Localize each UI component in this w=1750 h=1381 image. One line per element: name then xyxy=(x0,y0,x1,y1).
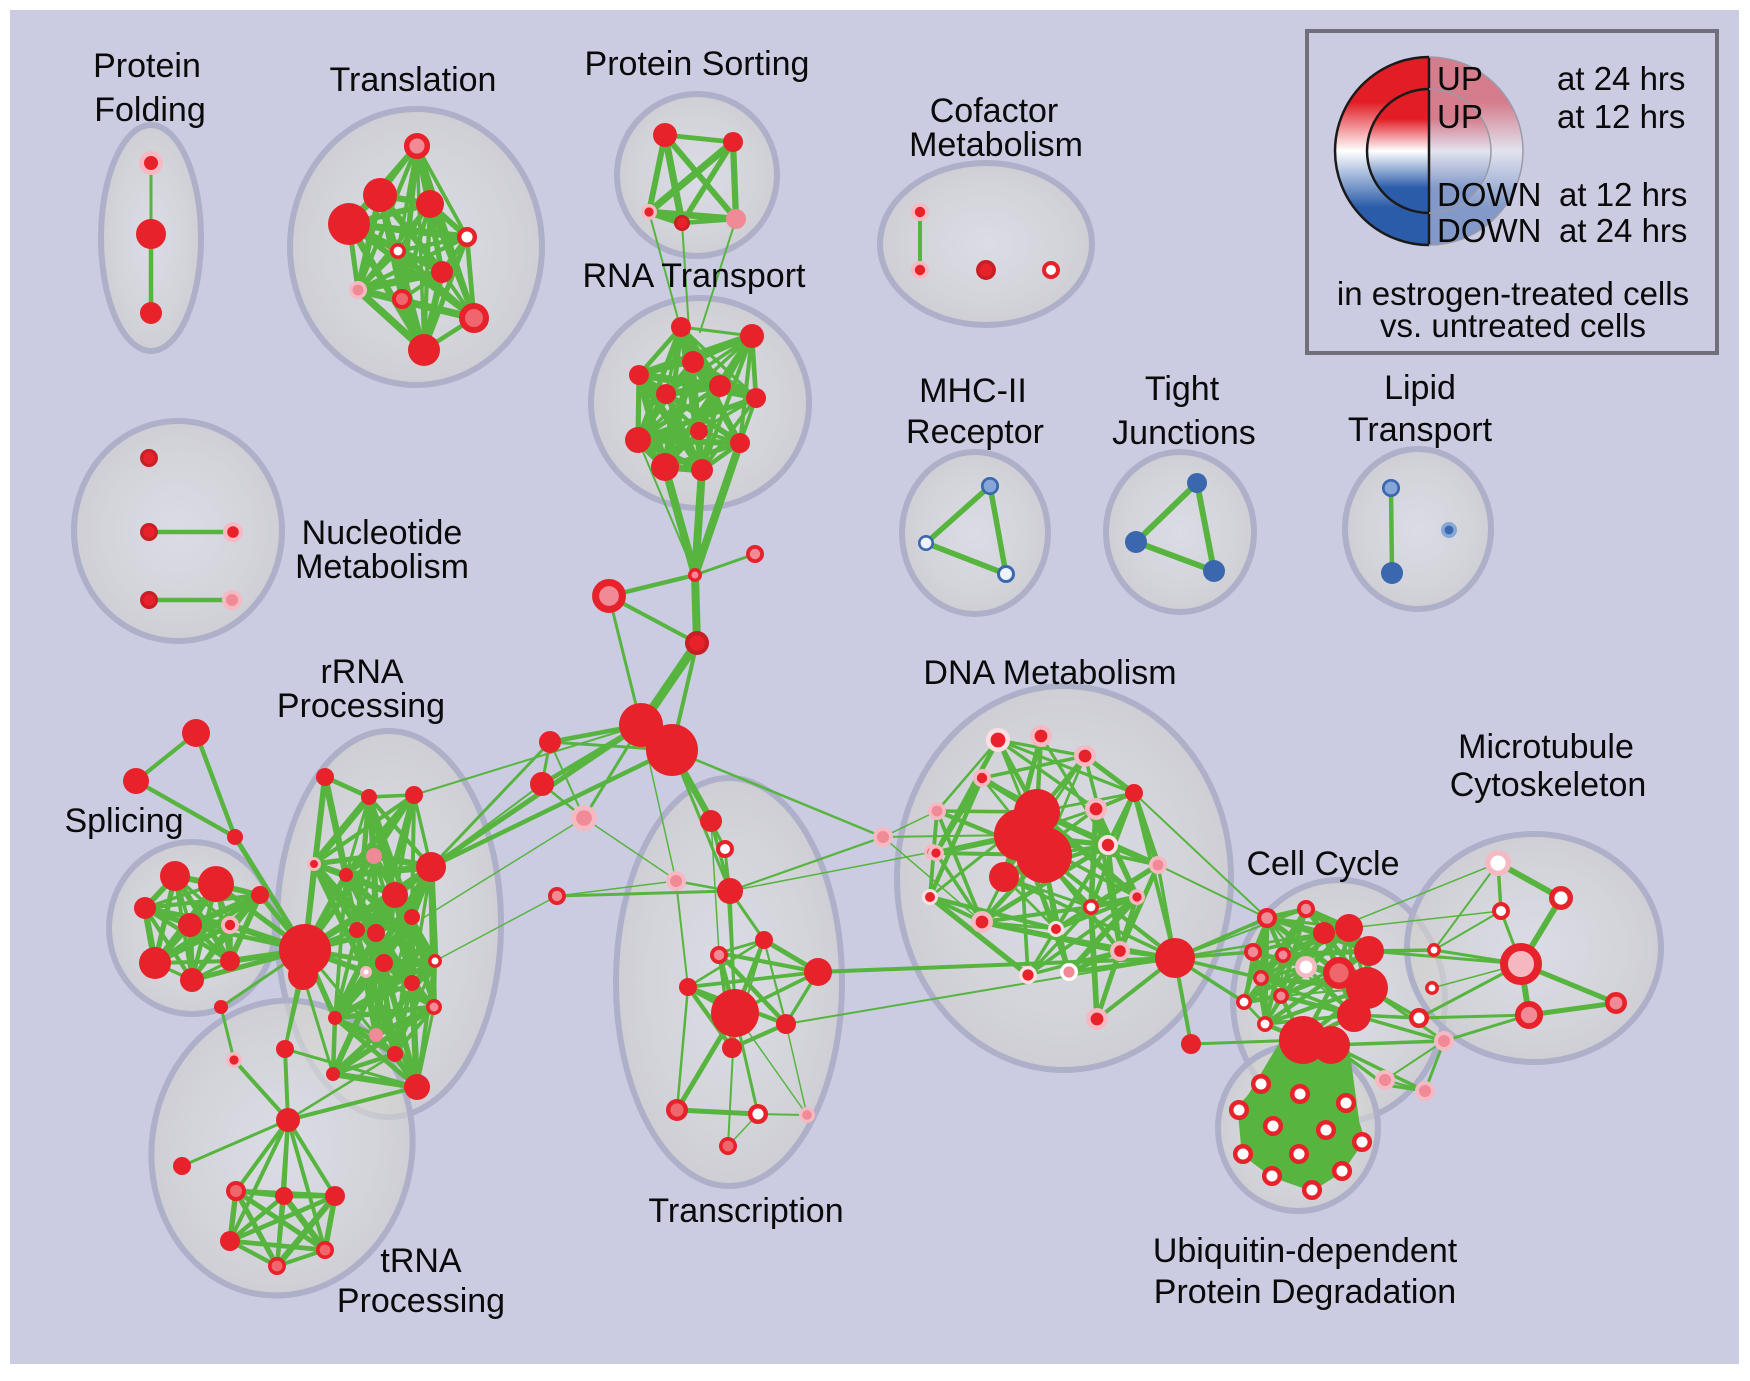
svg-text:Lipid: Lipid xyxy=(1384,369,1456,407)
svg-text:Microtubule: Microtubule xyxy=(1458,728,1634,766)
svg-text:Transport: Transport xyxy=(1348,411,1493,449)
svg-text:at 12 hrs: at 12 hrs xyxy=(1557,98,1685,135)
svg-text:vs. untreated cells: vs. untreated cells xyxy=(1380,307,1646,344)
svg-text:DOWN: DOWN xyxy=(1437,212,1541,249)
svg-text:Receptor: Receptor xyxy=(906,413,1044,451)
svg-text:Cofactor: Cofactor xyxy=(930,92,1059,130)
svg-text:Ubiquitin-dependent: Ubiquitin-dependent xyxy=(1153,1232,1458,1270)
svg-text:Protein Degradation: Protein Degradation xyxy=(1154,1273,1456,1311)
svg-text:Splicing: Splicing xyxy=(64,802,183,840)
svg-text:Cell Cycle: Cell Cycle xyxy=(1246,845,1399,883)
svg-text:Protein Sorting: Protein Sorting xyxy=(585,45,810,83)
svg-text:Tight: Tight xyxy=(1145,370,1220,408)
svg-text:MHC-II: MHC-II xyxy=(919,372,1027,410)
svg-text:at 24 hrs: at 24 hrs xyxy=(1559,212,1687,249)
svg-text:Metabolism: Metabolism xyxy=(295,548,469,586)
svg-text:Nucleotide: Nucleotide xyxy=(302,514,463,552)
svg-text:at 12 hrs: at 12 hrs xyxy=(1559,176,1687,213)
svg-text:Translation: Translation xyxy=(330,61,497,99)
svg-text:UP: UP xyxy=(1437,60,1483,97)
svg-text:Processing: Processing xyxy=(277,687,445,725)
svg-text:Metabolism: Metabolism xyxy=(909,126,1083,164)
svg-text:tRNA: tRNA xyxy=(380,1242,462,1280)
svg-text:RNA Transport: RNA Transport xyxy=(583,257,807,295)
svg-text:in estrogen-treated cells: in estrogen-treated cells xyxy=(1337,275,1689,312)
svg-text:UP: UP xyxy=(1437,98,1483,135)
svg-text:rRNA: rRNA xyxy=(320,653,403,691)
svg-text:at 24 hrs: at 24 hrs xyxy=(1557,60,1685,97)
svg-text:Junctions: Junctions xyxy=(1112,414,1256,452)
svg-text:DOWN: DOWN xyxy=(1437,176,1541,213)
svg-text:Folding: Folding xyxy=(94,91,206,129)
svg-text:DNA Metabolism: DNA Metabolism xyxy=(923,654,1176,692)
svg-text:Transcription: Transcription xyxy=(648,1192,843,1230)
svg-text:Cytoskeleton: Cytoskeleton xyxy=(1450,766,1647,804)
svg-text:Processing: Processing xyxy=(337,1282,505,1320)
svg-text:Protein: Protein xyxy=(93,47,201,85)
